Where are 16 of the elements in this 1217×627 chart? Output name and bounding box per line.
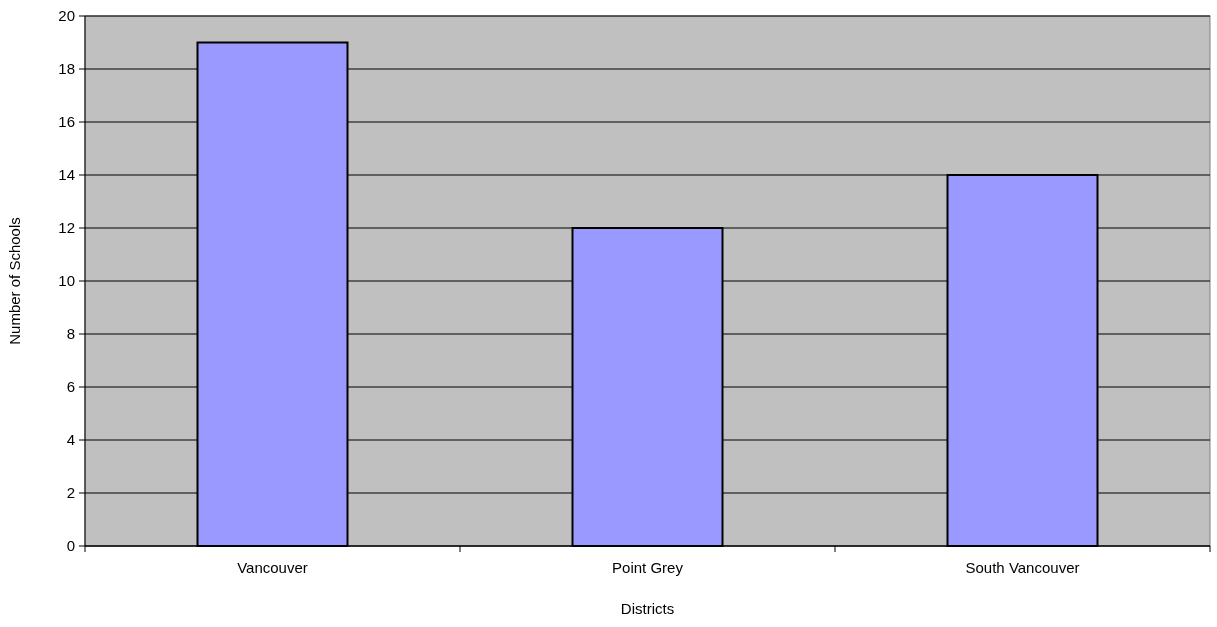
y-tick-label: 12 [58,219,75,237]
x-axis-title: Districts [620,600,675,617]
y-tick-label: 14 [58,166,75,184]
x-tick-label: South Vancouver [965,559,1080,576]
y-tick-label: 8 [66,325,75,343]
y-tick-label: 4 [66,431,75,449]
y-axis-title: Number of Schools [6,217,23,345]
x-tick-label: Point Grey [612,559,684,576]
y-tick-label: 2 [66,484,75,502]
y-tick-label: 6 [66,378,75,396]
y-tick-label: 20 [58,7,75,25]
y-tick-label: 10 [58,272,75,290]
y-tick-label: 16 [58,113,75,131]
y-tick-label: 18 [58,60,75,78]
x-tick-label: Vancouver [237,559,308,576]
y-tick-label: 0 [66,537,75,555]
